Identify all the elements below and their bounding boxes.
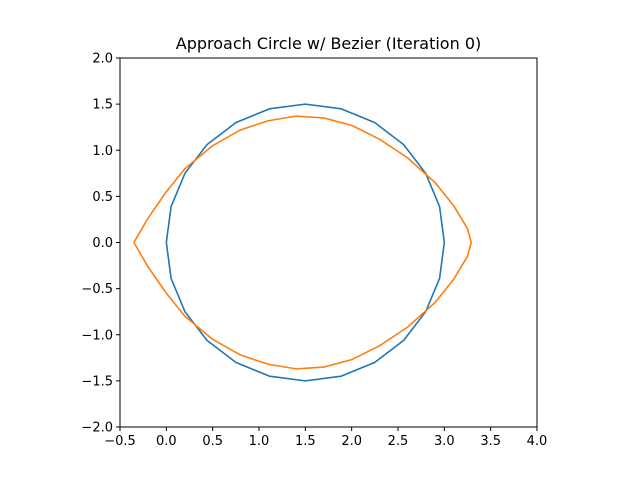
y-tick-label: −0.5: [81, 282, 113, 297]
series-layer: [133, 103, 473, 382]
x-tick-label: 2.5: [388, 434, 409, 449]
y-tick-label: 1.5: [92, 98, 113, 113]
x-tick-label: 1.0: [249, 434, 270, 449]
x-tick-label: 2.0: [341, 434, 362, 449]
x-tick-label: 3.0: [434, 434, 455, 449]
x-tick-label: 0.5: [202, 434, 223, 449]
y-tick-label: −1.0: [81, 328, 113, 343]
y-tick-label: 2.0: [92, 52, 113, 67]
x-tick-label: 1.5: [295, 434, 316, 449]
series-line-1: [165, 103, 446, 382]
y-tick-label: 0.5: [92, 190, 113, 205]
x-axis: −0.5 0.0 0.5 1.0 1.5 2.0 2.5 3.0 3.5 4.0: [104, 427, 547, 449]
y-tick-label: −1.5: [81, 374, 113, 389]
y-tick-label: 1.0: [92, 144, 113, 159]
x-tick-label: 3.5: [480, 434, 501, 449]
x-tick-label: 4.0: [527, 434, 548, 449]
x-tick-label: 0.0: [156, 434, 177, 449]
series-line-2: [133, 115, 473, 370]
y-tick-label: −2.0: [81, 421, 113, 436]
y-axis: −2.0 −1.5 −1.0 −0.5 0.0 0.5 1.0 1.5 2.0: [81, 52, 120, 436]
chart-title: Approach Circle w/ Bezier (Iteration 0): [176, 34, 481, 53]
x-tick-label: −0.5: [104, 434, 136, 449]
y-tick-label: 0.0: [92, 236, 113, 251]
